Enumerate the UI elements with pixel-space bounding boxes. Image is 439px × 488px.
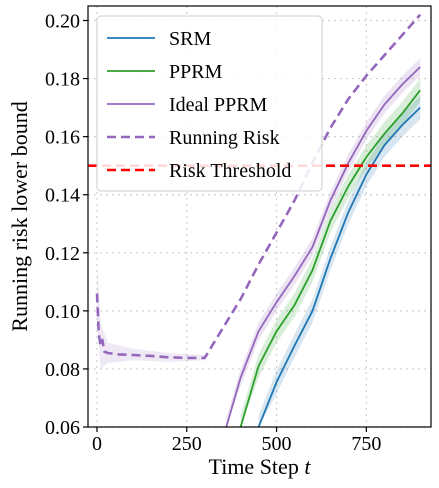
y-axis-label: Running risk lower bound — [7, 101, 32, 331]
running-risk-band — [97, 264, 205, 369]
grid-lines — [88, 6, 431, 428]
y-tick-label: 0.14 — [45, 185, 80, 207]
y-tick-label: 0.08 — [45, 359, 80, 381]
x-tick-label: 0 — [92, 433, 102, 455]
legend-label: Risk Threshold — [169, 160, 291, 182]
y-tick-label: 0.10 — [45, 301, 80, 323]
y-tick-label: 0.18 — [45, 69, 80, 91]
legend-label: Ideal PPRM — [169, 94, 268, 116]
y-tick-label: 0.06 — [45, 417, 80, 439]
x-axis-label: Time Step t — [209, 454, 312, 479]
legend-box — [96, 15, 323, 192]
legend-label: SRM — [169, 28, 211, 50]
series-line — [225, 66, 421, 427]
series-line — [95, 13, 422, 360]
legend-label: PPRM — [169, 61, 223, 83]
legend: SRM PPRM Ideal PPRM Running Risk Risk Thresh… — [96, 15, 323, 192]
y-tick-label: 0.20 — [45, 11, 80, 33]
series-band — [258, 96, 421, 427]
series-line — [239, 89, 421, 427]
x-axis-ticks: 0 250 500 750 — [92, 427, 381, 455]
x-tick-label: 750 — [351, 433, 381, 455]
y-tick-label: 0.16 — [45, 127, 80, 149]
x-tick-label: 500 — [262, 433, 292, 455]
x-tick-label: 250 — [172, 433, 202, 455]
y-axis-ticks: 0.06 0.08 0.10 0.12 0.14 0.16 0.18 0.20 — [45, 11, 88, 439]
y-tick-label: 0.12 — [45, 243, 80, 265]
plot-frame — [87, 5, 432, 428]
legend-label: Running Risk — [169, 127, 280, 149]
series-line — [257, 106, 421, 427]
